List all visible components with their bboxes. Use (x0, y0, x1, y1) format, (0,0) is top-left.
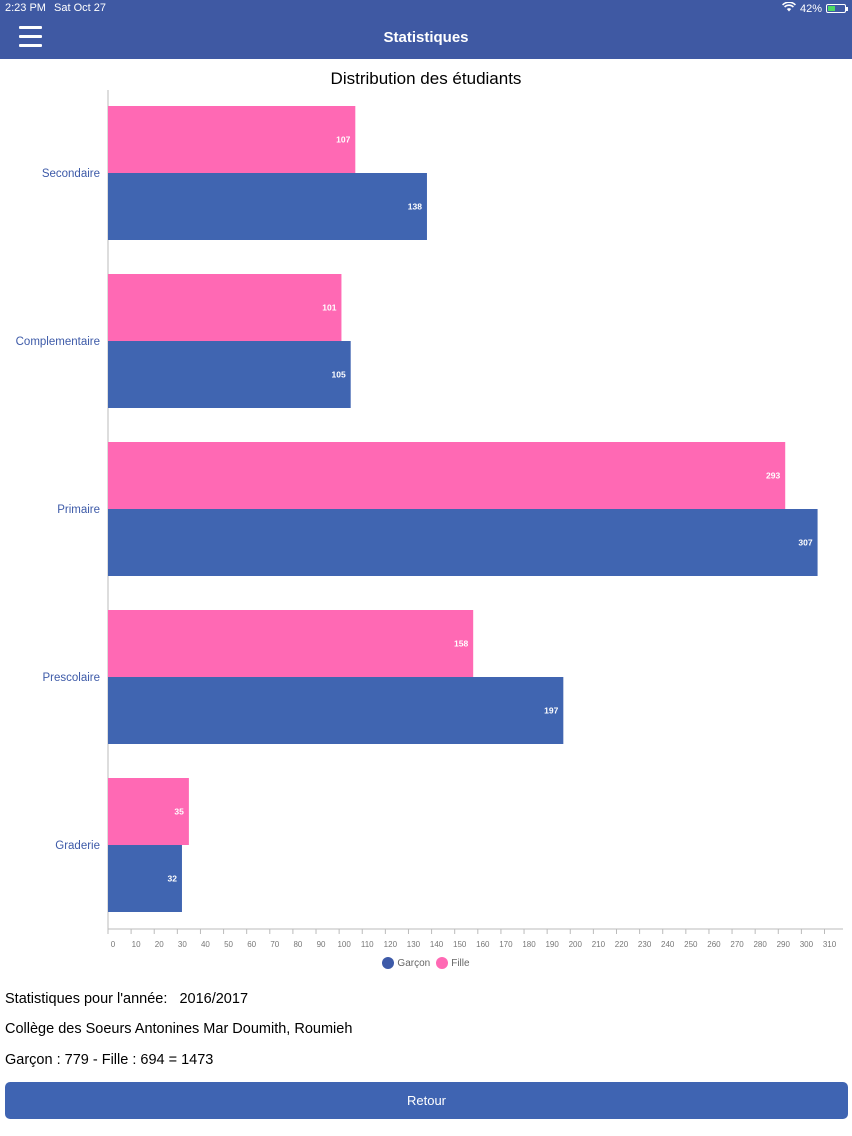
x-tick-label-40: 40 (201, 940, 210, 949)
value-label-garcon-secondaire: 138 (408, 202, 422, 212)
retour-button[interactable]: Retour (5, 1082, 848, 1119)
status-time: 2:23 PM (5, 2, 46, 14)
x-tick-label-290: 290 (777, 940, 791, 949)
value-label-garcon-prescolaire: 197 (544, 706, 558, 716)
x-tick-label-140: 140 (430, 940, 444, 949)
x-tick-label-220: 220 (615, 940, 629, 949)
x-tick-label-80: 80 (293, 940, 302, 949)
x-tick-label-20: 20 (155, 940, 164, 949)
x-tick-label-100: 100 (337, 940, 351, 949)
status-date: Sat Oct 27 (54, 2, 106, 14)
x-tick-label-240: 240 (661, 940, 675, 949)
value-label-garcon-primaire: 307 (798, 538, 812, 548)
battery-icon (826, 4, 848, 13)
chart-legend: Garçon Fille (0, 957, 852, 969)
y-label-graderie: Graderie (55, 840, 100, 852)
y-label-primaire: Primaire (57, 504, 100, 516)
x-tick-label-110: 110 (361, 940, 374, 949)
x-tick-label-50: 50 (224, 940, 233, 949)
legend-label-garcon: Garçon (397, 957, 431, 969)
bar-fille-primaire (108, 442, 786, 509)
status-right: 42% (782, 1, 848, 15)
y-label-prescolaire: Prescolaire (42, 672, 100, 684)
bar-garcon-graderie (108, 845, 182, 912)
value-label-fille-graderie: 35 (174, 807, 184, 817)
bar-fille-complementaire (108, 274, 342, 341)
x-tick-label-150: 150 (453, 940, 467, 949)
x-tick-label-160: 160 (476, 940, 490, 949)
bar-fille-secondaire (108, 106, 356, 173)
x-tick-label-60: 60 (247, 940, 256, 949)
bar-garcon-prescolaire (108, 677, 564, 744)
x-tick-label-120: 120 (384, 940, 398, 949)
hamburger-menu-icon[interactable] (19, 26, 42, 47)
x-tick-label-10: 10 (132, 940, 141, 949)
status-bar: 2:23 PM Sat Oct 27 42% (0, 0, 852, 17)
value-label-garcon-graderie: 32 (167, 874, 177, 884)
bar-garcon-primaire (108, 509, 818, 576)
bar-chart: 0 10 20 30 40 50 60 70 80 90 100 110 120 130 140 150 160… (16, 90, 843, 949)
x-tick-label-250: 250 (684, 940, 698, 949)
legend-dot-fille (436, 957, 449, 969)
bar-garcon-secondaire (108, 173, 427, 240)
bar-garcon-complementaire (108, 341, 351, 408)
value-label-fille-prescolaire: 158 (454, 639, 468, 649)
x-tick-label-130: 130 (407, 940, 421, 949)
x-tick-label-180: 180 (522, 940, 536, 949)
totals-line: Garçon : 779 - Fille : 694 = 1473 (5, 1052, 214, 1068)
x-tick-label-70: 70 (270, 940, 279, 949)
x-tick-label-210: 210 (592, 940, 606, 949)
page-title: Statistiques (383, 29, 469, 46)
year-line: Statistiques pour l'année: 2016/2017 (5, 991, 249, 1007)
x-tick-label-0: 0 (111, 940, 116, 949)
nav-bar: Statistiques (0, 17, 852, 59)
x-tick-label-200: 200 (569, 940, 583, 949)
x-tick-label-190: 190 (545, 940, 559, 949)
x-tick-label-300: 300 (800, 940, 814, 949)
x-tick-label-170: 170 (499, 940, 513, 949)
wifi-icon (782, 1, 796, 15)
x-tick-label-90: 90 (317, 940, 326, 949)
bar-fille-prescolaire (108, 610, 474, 677)
value-label-fille-primaire: 293 (766, 471, 780, 481)
y-label-secondaire: Secondaire (42, 168, 100, 180)
x-tick-label-310: 310 (823, 940, 837, 949)
y-label-complementaire: Complementaire (16, 336, 100, 348)
value-label-fille-secondaire: 107 (336, 135, 350, 145)
legend-item-garcon[interactable]: Garçon (382, 957, 430, 969)
school-name: Collège des Soeurs Antonines Mar Doumith… (5, 1021, 353, 1037)
battery-percent: 42% (799, 2, 822, 15)
x-tick-label-280: 280 (753, 940, 767, 949)
bar-fille-graderie (108, 778, 189, 845)
legend-dot-garcon (382, 957, 395, 969)
value-label-garcon-complementaire: 105 (332, 370, 346, 380)
legend-label-fille: Fille (451, 957, 470, 969)
x-tick-label-30: 30 (178, 940, 187, 949)
x-tick-label-270: 270 (730, 940, 744, 949)
legend-item-fille[interactable]: Fille (436, 957, 470, 969)
chart-title: Distribution des étudiants (330, 69, 522, 88)
x-tick-label-230: 230 (638, 940, 652, 949)
value-label-fille-complementaire: 101 (322, 303, 336, 313)
x-tick-label-260: 260 (707, 940, 721, 949)
